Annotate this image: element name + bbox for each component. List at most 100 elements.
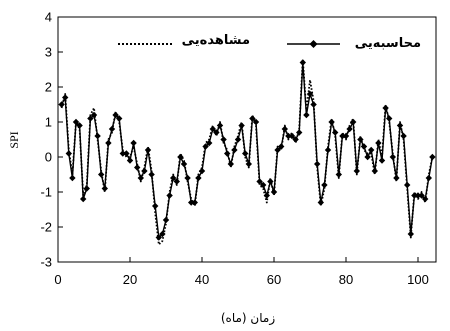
y-axis-label: SPI [7,131,21,148]
calculated-data-point [278,143,285,150]
calculated-data-point [141,167,148,175]
calculated-data-point [321,181,328,189]
calculated-data-point [357,136,364,143]
calculated-data-point [396,122,404,129]
calculated-data-point [281,125,288,133]
calculated-data-point [274,146,281,154]
legend-label-calculated: محاسبه‌یی [355,36,421,51]
calculated-data-point [414,192,422,199]
calculated-data-point [335,171,342,178]
calculated-data-point [155,234,162,241]
calculated-data-point [296,129,303,136]
y-tick-label: 3 [45,45,52,60]
calculated-data-point [332,129,339,136]
x-tick-label: 40 [195,272,209,287]
calculated-data-point [231,146,238,154]
calculated-data-point [310,101,317,108]
legend-item-observed: مشاهده‌یی [118,33,250,48]
calculated-data-point [288,132,296,140]
plot-frame [57,16,437,263]
calculated-data-point [94,132,101,140]
calculated-data-point [252,118,260,126]
calculated-data-point [328,118,335,126]
calculated-data-point [105,139,112,147]
calculated-data-point [407,230,414,238]
calculated-data-point [162,216,170,224]
calculated-data-point [234,136,242,143]
observed-series-line [60,58,434,246]
calculated-data-point [119,150,126,157]
calculated-data-point [389,153,396,161]
calculated-data-point [116,115,123,122]
calculated-data-point [202,143,209,150]
calculated-data-point [108,125,116,133]
calculated-data-point [198,167,206,175]
y-tick-label: 2 [45,80,52,95]
calculated-data-point [206,139,213,147]
calculated-data-point [191,199,198,206]
x-tick-label: 60 [267,272,281,287]
calculated-data-point [184,174,191,182]
x-axis-label: زمان (ماه) [221,311,275,326]
calculated-data-point [242,150,249,157]
calculated-data-point [267,178,274,185]
calculated-data-point [429,153,436,161]
calculated-data-point [263,192,270,199]
calculated-data-point [400,132,407,140]
calculated-data-point [209,125,216,133]
calculated-data-point [425,174,432,182]
calculated-data-point [393,174,400,182]
calculated-data-point [180,160,188,168]
x-tick-label: 80 [339,272,353,287]
calculated-data-point [170,174,177,182]
legend-label-observed: مشاهده‌یی [182,33,250,48]
calculated-data-point [159,230,166,238]
calculated-data-point [346,125,353,133]
calculated-data-point [65,150,72,157]
calculated-data-point [87,115,94,122]
calculated-data-point [353,167,360,175]
legend-item-calculated: محاسبه‌یی [287,36,421,51]
calculated-data-point [285,132,292,140]
calculated-data-point [177,153,184,161]
calculated-data-point [270,188,278,196]
calculated-data-point [324,146,332,154]
calculated-data-point [213,129,220,136]
calculated-data-point [137,174,144,182]
calculated-data-point [130,139,137,147]
calculated-data-point [69,174,76,182]
calculated-data-point [378,157,386,164]
legend-diamond-marker [309,40,318,48]
calculated-data-point [360,143,368,150]
series-layer [58,58,436,246]
y-tick-label: 4 [45,10,52,25]
calculated-data-point [411,192,418,199]
calculated-data-point [342,132,350,140]
calculated-data-point [112,111,119,119]
calculated-data-point [62,94,69,101]
calculated-data-point [144,146,152,154]
y-tick-label: -2 [40,220,52,235]
calculated-data-point [195,174,202,182]
calculated-data-point [371,167,378,175]
calculated-data-point [404,181,411,189]
calculated-data-point [306,90,314,98]
calculated-data-point [224,150,231,157]
calculated-data-point [350,118,357,126]
calculated-data-point [382,104,389,112]
calculated-data-point [422,195,429,203]
calculated-data-point [292,136,299,143]
calculated-data-point [126,157,134,164]
calculated-data-point [386,115,393,122]
legend: محاسبه‌یی مشاهده‌یی [118,33,421,51]
calculated-data-point [245,160,252,168]
calculated-data-point [249,115,256,122]
x-tick-label: 100 [407,272,429,287]
y-axis: -3 -2 -1 0 1 2 3 4 [40,10,63,270]
x-tick-label: 0 [54,272,61,287]
plot-area: -3 -2 -1 0 1 2 3 4 0 20 40 60 80 100 [40,10,437,287]
calculated-data-point [98,171,105,178]
calculated-data-point [364,153,371,161]
calculated-data-point [375,139,382,147]
calculated-data-point [101,185,108,192]
